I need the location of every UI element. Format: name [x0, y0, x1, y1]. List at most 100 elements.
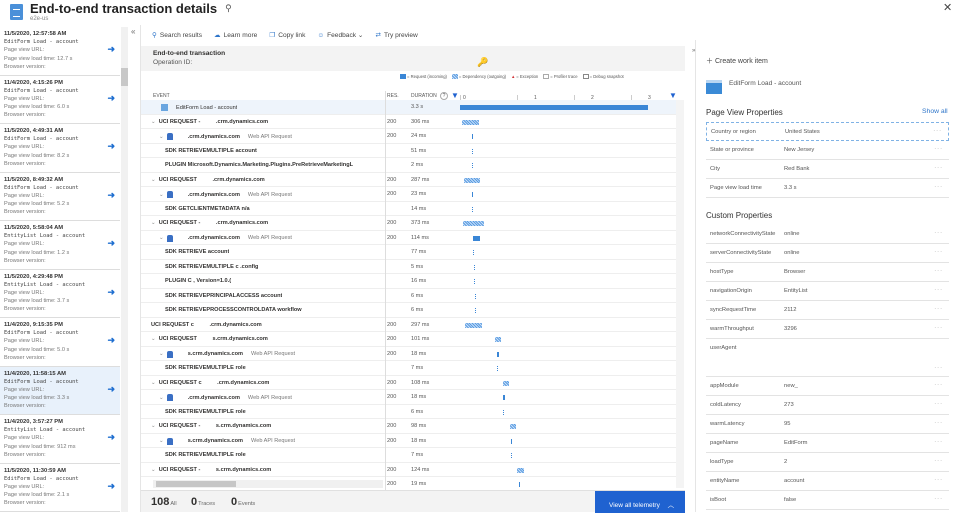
learn-more-button[interactable]: ☁ Learn more	[214, 31, 257, 39]
column-divider[interactable]	[385, 91, 386, 491]
timeline-bar[interactable]	[473, 250, 475, 255]
more-options-icon[interactable]: ···	[933, 128, 942, 134]
table-row[interactable]: ⌄ UCI REQUEST - .crm.dynamics.com 200 373…	[141, 216, 676, 231]
more-options-icon[interactable]: ···	[934, 325, 943, 331]
table-row[interactable]: ⌄ UCI REQUEST - s.crm.dynamics.com 200 12…	[141, 463, 676, 477]
more-options-icon[interactable]: ···	[934, 306, 943, 312]
table-row[interactable]: ⌄ UCI REQUEST .crm.dynamics.com 200 287 m…	[141, 173, 676, 187]
timeline-bar[interactable]	[518, 482, 521, 487]
timeline-bar[interactable]	[474, 279, 476, 284]
property-row[interactable]: serverConnectivityState online ···	[706, 244, 949, 263]
transaction-list-item[interactable]: 11/4/2020, 3:57:27 PM EntityList Load - …	[0, 415, 120, 464]
timeline-end-handle[interactable]: ▼	[669, 91, 677, 100]
property-row[interactable]: coldLatency 273 ···	[706, 396, 949, 415]
timeline-bar[interactable]	[461, 119, 480, 125]
collapse-list-button[interactable]: «	[131, 27, 136, 36]
property-row[interactable]: userAgent ···	[706, 339, 949, 377]
more-options-icon[interactable]: ···	[934, 365, 943, 371]
chevron-down-icon[interactable]: ⌄	[159, 235, 164, 242]
search-results-button[interactable]: ⚲ Search results	[152, 31, 202, 39]
more-options-icon[interactable]: ···	[934, 458, 943, 464]
grid-vertical-scrollbar[interactable]	[676, 100, 684, 488]
arrow-right-icon[interactable]: ➜	[107, 383, 115, 394]
timeline-bar[interactable]	[475, 293, 477, 299]
chevron-down-icon[interactable]: ⌄	[159, 351, 164, 358]
timeline-start-handle[interactable]: ▼	[451, 91, 459, 100]
try-preview-button[interactable]: ⇄ Try preview	[375, 31, 417, 39]
property-row[interactable]: warmLatency 95 ···	[706, 415, 949, 434]
timeline-bar[interactable]	[494, 337, 501, 342]
feedback-button[interactable]: ☺ Feedback ⌄	[317, 31, 363, 39]
more-options-icon[interactable]: ···	[934, 287, 943, 293]
chevron-down-icon[interactable]: ⌄	[151, 379, 156, 386]
arrow-right-icon[interactable]: ➜	[107, 141, 115, 151]
table-row[interactable]: ⌄ .crm.dynamics.com Web API Request 200 18…	[141, 390, 676, 405]
arrow-right-icon[interactable]: ➜	[107, 238, 115, 248]
timeline-bar[interactable]	[502, 380, 509, 386]
chevron-down-icon[interactable]: ⌄	[151, 176, 156, 183]
property-row[interactable]: pageName EditForm ···	[706, 434, 949, 453]
transaction-list-item[interactable]: 11/5/2020, 8:49:32 AM EditForm Load - ac…	[0, 173, 120, 221]
table-row[interactable]: UCI REQUEST c .crm.dynamics.com 200 297 …	[141, 318, 676, 332]
table-row[interactable]: ⌄ UCI REQUEST c .crm.dynamics.com 200 108…	[141, 376, 676, 390]
events-count[interactable]: 0Events	[231, 496, 255, 508]
key-icon[interactable]: 🔑	[477, 57, 489, 67]
property-row[interactable]: City Red Bank ···	[706, 160, 949, 179]
pin-icon[interactable]: ⚲	[225, 3, 232, 13]
chevron-down-icon[interactable]: ⌄	[159, 133, 164, 140]
more-options-icon[interactable]: ···	[934, 146, 943, 152]
arrow-right-icon[interactable]: ➜	[107, 92, 115, 103]
timeline-bar[interactable]	[475, 308, 477, 313]
expand-panel-icon[interactable]: »	[692, 48, 696, 54]
property-row[interactable]: State or province New Jersey ···	[706, 141, 949, 160]
transaction-list-item[interactable]: 11/4/2020, 9:15:35 PM EditForm Load - ac…	[0, 318, 120, 367]
more-options-icon[interactable]: ···	[934, 439, 943, 445]
table-row[interactable]: ⌄ .crm.dynamics.com Web API Request 200 23…	[141, 187, 676, 202]
chevron-down-icon[interactable]: ⌄	[159, 394, 164, 401]
table-row[interactable]: PLUGIN Microsoft.Dynamics.Marketing.Plug…	[141, 158, 676, 173]
timeline-bar[interactable]	[460, 105, 649, 110]
timeline-bar[interactable]	[503, 409, 505, 415]
list-scrollbar-thumb[interactable]	[121, 68, 128, 86]
timeline-bar[interactable]	[510, 424, 516, 429]
table-row[interactable]: SDK GETCLIENTMETADATA n/a 14 ms	[141, 202, 676, 216]
arrow-right-icon[interactable]: ➜	[107, 335, 115, 345]
table-row[interactable]: ⌄ .crm.dynamics.com Web API Request 200 24…	[141, 129, 676, 144]
col-event[interactable]: EVENT	[153, 93, 170, 99]
table-row[interactable]: SDK RETRIEVEMULTIPLE role 7 ms	[141, 448, 676, 463]
table-row[interactable]: SDK RETRIEVE account 77 ms	[141, 245, 676, 260]
timeline-bar[interactable]	[463, 177, 481, 183]
timeline-bar[interactable]	[503, 395, 505, 400]
table-row[interactable]: PLUGIN C , Version=1.0.( 16 ms	[141, 274, 676, 289]
chevron-down-icon[interactable]: ⌄	[159, 191, 164, 198]
timeline-bar[interactable]	[474, 264, 476, 270]
create-work-item-button[interactable]: ＋ Create work item	[706, 56, 768, 66]
table-row[interactable]: SDK RETRIEVEMULTIPLE c .config 5 ms	[141, 260, 676, 274]
timeline-bar[interactable]	[471, 192, 474, 197]
property-row[interactable]: Page view load time 3.3 s ···	[706, 179, 949, 198]
col-duration[interactable]: DURATION	[411, 93, 437, 99]
property-row[interactable]: networkConnectivityState online ···	[706, 225, 949, 244]
transaction-list-item[interactable]: 11/5/2020, 4:49:31 AM EditForm Load - ac…	[0, 124, 120, 173]
table-row[interactable]: ⌄ UCI REQUEST - s.crm.dynamics.com 200 98…	[141, 419, 676, 434]
property-row[interactable]: isBoot false ···	[706, 491, 949, 510]
table-row[interactable]: ⌄ .crm.dynamics.com Web API Request 200 11…	[141, 231, 676, 245]
more-options-icon[interactable]: ···	[934, 496, 943, 502]
timeline-bar[interactable]	[472, 163, 474, 168]
property-row[interactable]: entityName account ···	[706, 472, 949, 491]
traces-count[interactable]: 0Traces	[191, 496, 215, 508]
timeline-bar[interactable]	[511, 453, 512, 458]
timeline-bar[interactable]	[465, 322, 483, 328]
timeline-bar[interactable]	[517, 467, 525, 473]
property-row[interactable]: navigationOrigin EntityList ···	[706, 282, 949, 301]
table-row[interactable]: SDK RETRIEVEMULTIPLE role 7 ms	[141, 361, 676, 376]
close-icon[interactable]: ✕	[943, 2, 953, 14]
property-row[interactable]: syncRequestTime 2112 ···	[706, 301, 949, 320]
timeline-bar[interactable]	[497, 351, 499, 357]
property-row[interactable]: hostType Browser ···	[706, 263, 949, 282]
timeline-bar[interactable]	[473, 235, 480, 241]
chevron-down-icon[interactable]: ⌄	[151, 336, 156, 342]
chevron-down-icon[interactable]: ⌄	[151, 423, 156, 429]
grid-horizontal-scrollbar[interactable]	[153, 480, 383, 488]
transaction-list-item[interactable]: 11/5/2020, 12:57:58 AM EditForm Load - a…	[0, 27, 120, 76]
